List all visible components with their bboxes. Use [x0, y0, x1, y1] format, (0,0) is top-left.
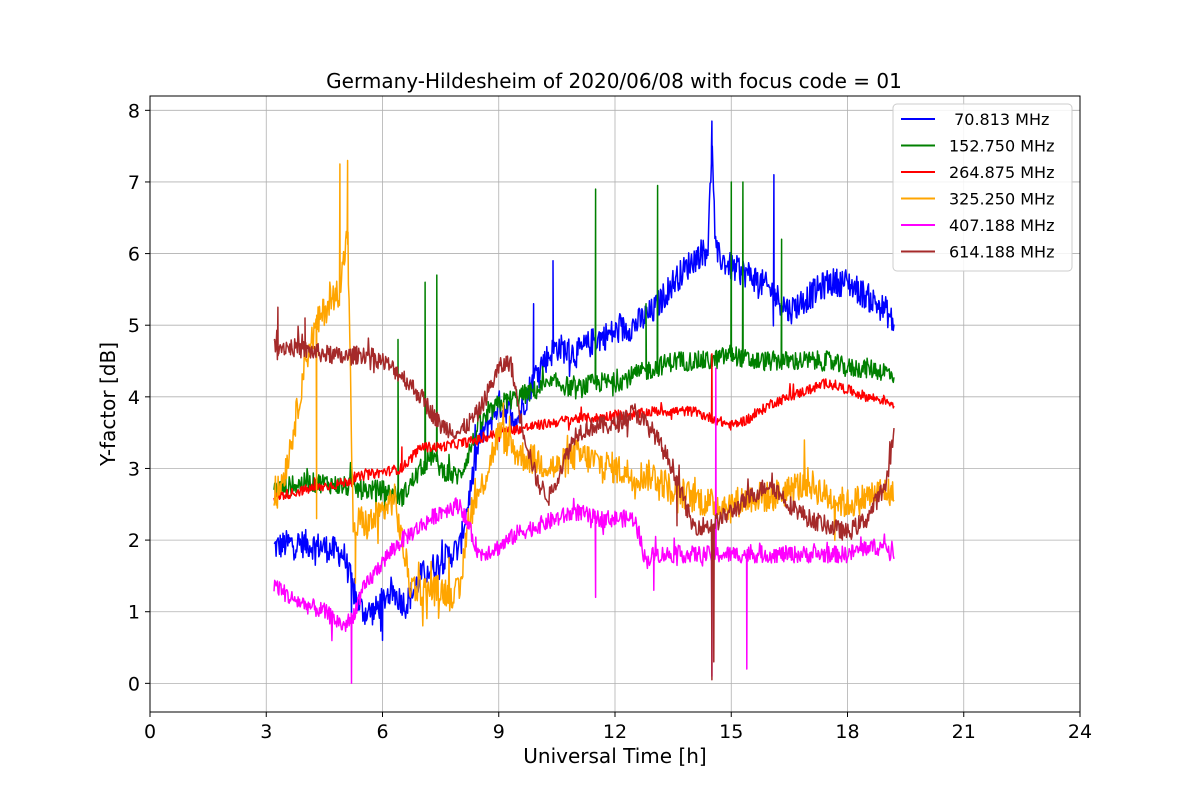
series-line [273, 120, 895, 642]
y-tick-label: 5 [128, 315, 140, 337]
legend-label: 152.750 MHz [949, 137, 1054, 156]
legend-box [892, 103, 1073, 272]
legend-label: 325.250 MHz [949, 190, 1054, 209]
series-line [273, 181, 895, 516]
legend-label: 264.875 MHz [949, 163, 1054, 182]
x-tick-label: 12 [603, 721, 627, 743]
legend-label: 70.813 MHz [949, 110, 1049, 129]
y-tick-label: 7 [128, 172, 140, 194]
y-tick-label: 6 [128, 244, 140, 266]
chart-title: Germany-Hildesheim of 2020/06/08 with fo… [326, 69, 902, 93]
x-tick-label: 3 [260, 721, 272, 743]
y-tick-label: 0 [128, 673, 140, 695]
x-axis-label: Universal Time [h] [523, 744, 706, 768]
series-line [273, 159, 895, 627]
y-axis-label: Y-factor [dB] [96, 342, 120, 467]
y-tick-label: 1 [128, 602, 140, 624]
legend: 70.813 MHz 152.750 MHz 264.875 MHz 325.250 … [892, 103, 1073, 272]
y-tick-label: 4 [128, 387, 140, 409]
y-tick-label: 8 [128, 100, 140, 122]
x-tick-label: 15 [719, 721, 743, 743]
x-tick-label: 0 [144, 721, 156, 743]
x-tick-label: 24 [1068, 721, 1092, 743]
series-line [273, 367, 895, 685]
y-tick-label: 2 [128, 530, 140, 552]
legend-label: 614.188 MHz [949, 243, 1054, 262]
x-tick-label: 6 [376, 721, 388, 743]
series-lines [273, 120, 895, 685]
series-line [273, 306, 895, 681]
x-tick-label: 18 [835, 721, 859, 743]
x-tick-label: 21 [952, 721, 976, 743]
y-tick-label: 3 [128, 458, 140, 480]
series-line [273, 353, 895, 503]
legend-label: 407.188 MHz [949, 216, 1054, 235]
x-tick-label: 9 [493, 721, 505, 743]
